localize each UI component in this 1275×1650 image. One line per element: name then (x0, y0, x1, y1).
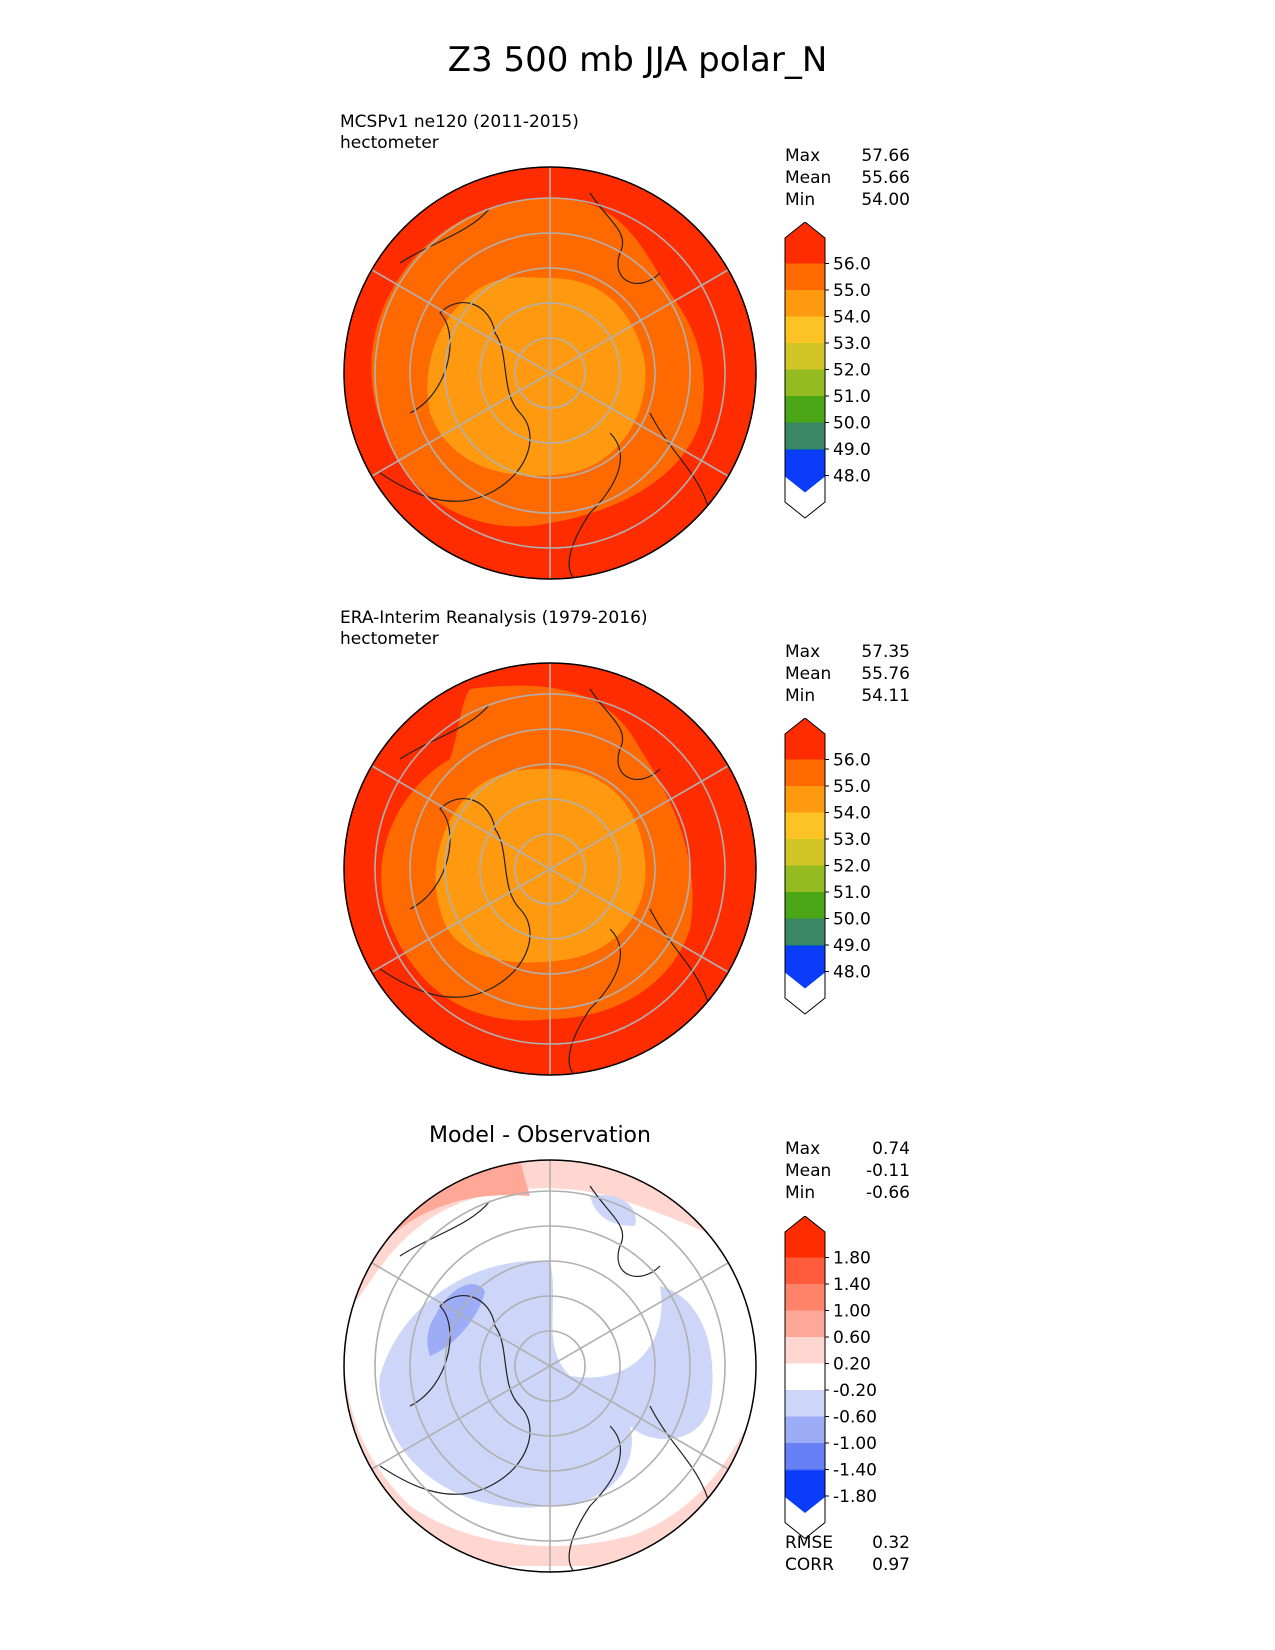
colorbar-tick-label: 49.0 (833, 936, 871, 956)
colorbar-tick-label: 55.0 (833, 777, 871, 797)
colorbar-obs: 56.0 55.0 54.0 53.0 52.0 51.0 50.0 49.0 48.0 (784, 718, 871, 1015)
colorbar-tick-label: -1.40 (833, 1461, 877, 1481)
colorbar-diff: 1.80 1.40 1.00 0.60 0.20 -0.20 -0.60 -1.00 -1.40… (784, 1216, 877, 1540)
colorbar-swatch (785, 1257, 825, 1285)
colorbar-tick-label: 52.0 (833, 857, 871, 877)
colorbar-tick-label: 52.0 (833, 361, 871, 381)
coastlines (379, 1185, 711, 1572)
stat-mean: Mean 55.76 (785, 664, 910, 684)
panel2-obs-name: ERA-Interim Reanalysis (1979-2016) (340, 608, 648, 628)
colorbar-tick-label: -0.20 (833, 1381, 877, 1401)
colorbar-swatch (785, 263, 825, 291)
graticule (371, 663, 729, 1075)
colorbar-swatch (785, 1470, 825, 1513)
colorbar-tick-label: 51.0 (833, 883, 871, 903)
colorbar-tick-label: 54.0 (833, 308, 871, 328)
colorbar-tick-label: 54.0 (833, 804, 871, 824)
colorbar-swatch (785, 222, 825, 264)
colorbar-tick-label: 1.80 (833, 1249, 871, 1269)
colorbar-tick-label: 0.60 (833, 1328, 871, 1348)
colorbar-swatch (785, 1337, 825, 1365)
colorbar-tick-label: -0.60 (833, 1408, 877, 1428)
stat-mean: Mean 55.66 (785, 168, 910, 188)
panel2-units: hectometer (340, 629, 439, 649)
colorbar-outline (784, 1216, 826, 1540)
colorbar-tick-label: 0.20 (833, 1355, 871, 1375)
metric-rmse: RMSE 0.32 (785, 1533, 910, 1553)
colorbar-swatch (785, 1363, 825, 1391)
colorbar-swatch (785, 343, 825, 371)
model-polar-map (343, 166, 757, 580)
colorbar-tick-label: 50.0 (833, 414, 871, 434)
colorbar-swatch (785, 396, 825, 424)
colorbar-tick-label: -1.00 (833, 1434, 877, 1454)
graticule (371, 1160, 729, 1572)
colorbar-tick-label: -1.80 (833, 1487, 877, 1507)
stat-mean: Mean -0.11 (785, 1161, 910, 1181)
colorbar-swatch (785, 290, 825, 318)
figure-title: Z3 500 mb JJA polar_N (447, 40, 828, 80)
colorbar-swatch (785, 865, 825, 893)
colorbar-tick-label: 50.0 (833, 910, 871, 930)
colorbar-tick-label: 53.0 (833, 830, 871, 850)
diff-polar-map (343, 1159, 757, 1573)
metric-corr: CORR 0.97 (785, 1555, 910, 1575)
panel1-units: hectometer (340, 133, 439, 153)
colorbar-swatch (785, 1390, 825, 1418)
diff-panel-title: Model - Observation (429, 1123, 651, 1148)
colorbar-swatch (785, 450, 825, 493)
stat-min: Min 54.11 (785, 686, 910, 706)
stat-min: Min -0.66 (785, 1183, 910, 1203)
panel1-model-name: MCSPv1 ne120 (2011-2015) (340, 112, 579, 132)
colorbar-tick-label: 53.0 (833, 334, 871, 354)
panel3-stats: Max 0.74 Mean -0.11 Min -0.66 (785, 1138, 910, 1204)
coastlines (379, 192, 711, 579)
coastlines (379, 688, 711, 1075)
panel2-stats: Max 57.35 Mean 55.76 Min 54.11 (785, 641, 910, 707)
colorbar-swatch (785, 892, 825, 920)
colorbar-swatch (785, 1443, 825, 1471)
stat-max: Max 57.66 (785, 146, 910, 166)
stat-max: Max 57.35 (785, 642, 910, 662)
colorbar-swatch (785, 1284, 825, 1312)
stat-min: Min 54.00 (785, 190, 910, 210)
colorbar-model: 56.0 55.0 54.0 53.0 52.0 51.0 50.0 49.0 48.0 (784, 222, 871, 519)
colorbar-tick-label: 1.40 (833, 1275, 871, 1295)
colorbar-swatch (785, 812, 825, 840)
graticule (371, 167, 729, 579)
colorbar-swatch (785, 422, 825, 450)
colorbar-tick-label: 55.0 (833, 281, 871, 301)
colorbar-tick-label: 1.00 (833, 1302, 871, 1322)
colorbar-swatch (785, 1216, 825, 1258)
colorbar-tick-label: 56.0 (833, 255, 871, 275)
colorbar-swatch (785, 369, 825, 397)
colorbar-swatch (785, 1416, 825, 1444)
colorbar-swatch (785, 839, 825, 867)
colorbar-swatch (785, 718, 825, 760)
colorbar-swatch (785, 946, 825, 989)
stat-max: Max 0.74 (785, 1139, 910, 1159)
panel3-metrics: RMSE 0.32 CORR 0.97 (785, 1532, 910, 1576)
panel1-label: MCSPv1 ne120 (2011-2015) hectometer (340, 112, 579, 154)
colorbar-swatch (785, 316, 825, 344)
colorbar-swatch (785, 786, 825, 814)
colorbar-swatch (785, 918, 825, 946)
colorbar-swatch (785, 1310, 825, 1338)
colorbar-tick-label: 49.0 (833, 440, 871, 460)
colorbar-tick-label: 51.0 (833, 387, 871, 407)
obs-polar-map (343, 662, 757, 1076)
colorbar-outline (784, 222, 826, 519)
colorbar-swatch (785, 759, 825, 787)
colorbar-tick-label: 56.0 (833, 751, 871, 771)
colorbar-tick-label: 48.0 (833, 963, 871, 983)
colorbar-outline (784, 718, 826, 1015)
colorbar-tick-label: 48.0 (833, 467, 871, 487)
panel1-stats: Max 57.66 Mean 55.66 Min 54.00 (785, 145, 910, 211)
panel2-label: ERA-Interim Reanalysis (1979-2016) hecto… (340, 608, 648, 650)
